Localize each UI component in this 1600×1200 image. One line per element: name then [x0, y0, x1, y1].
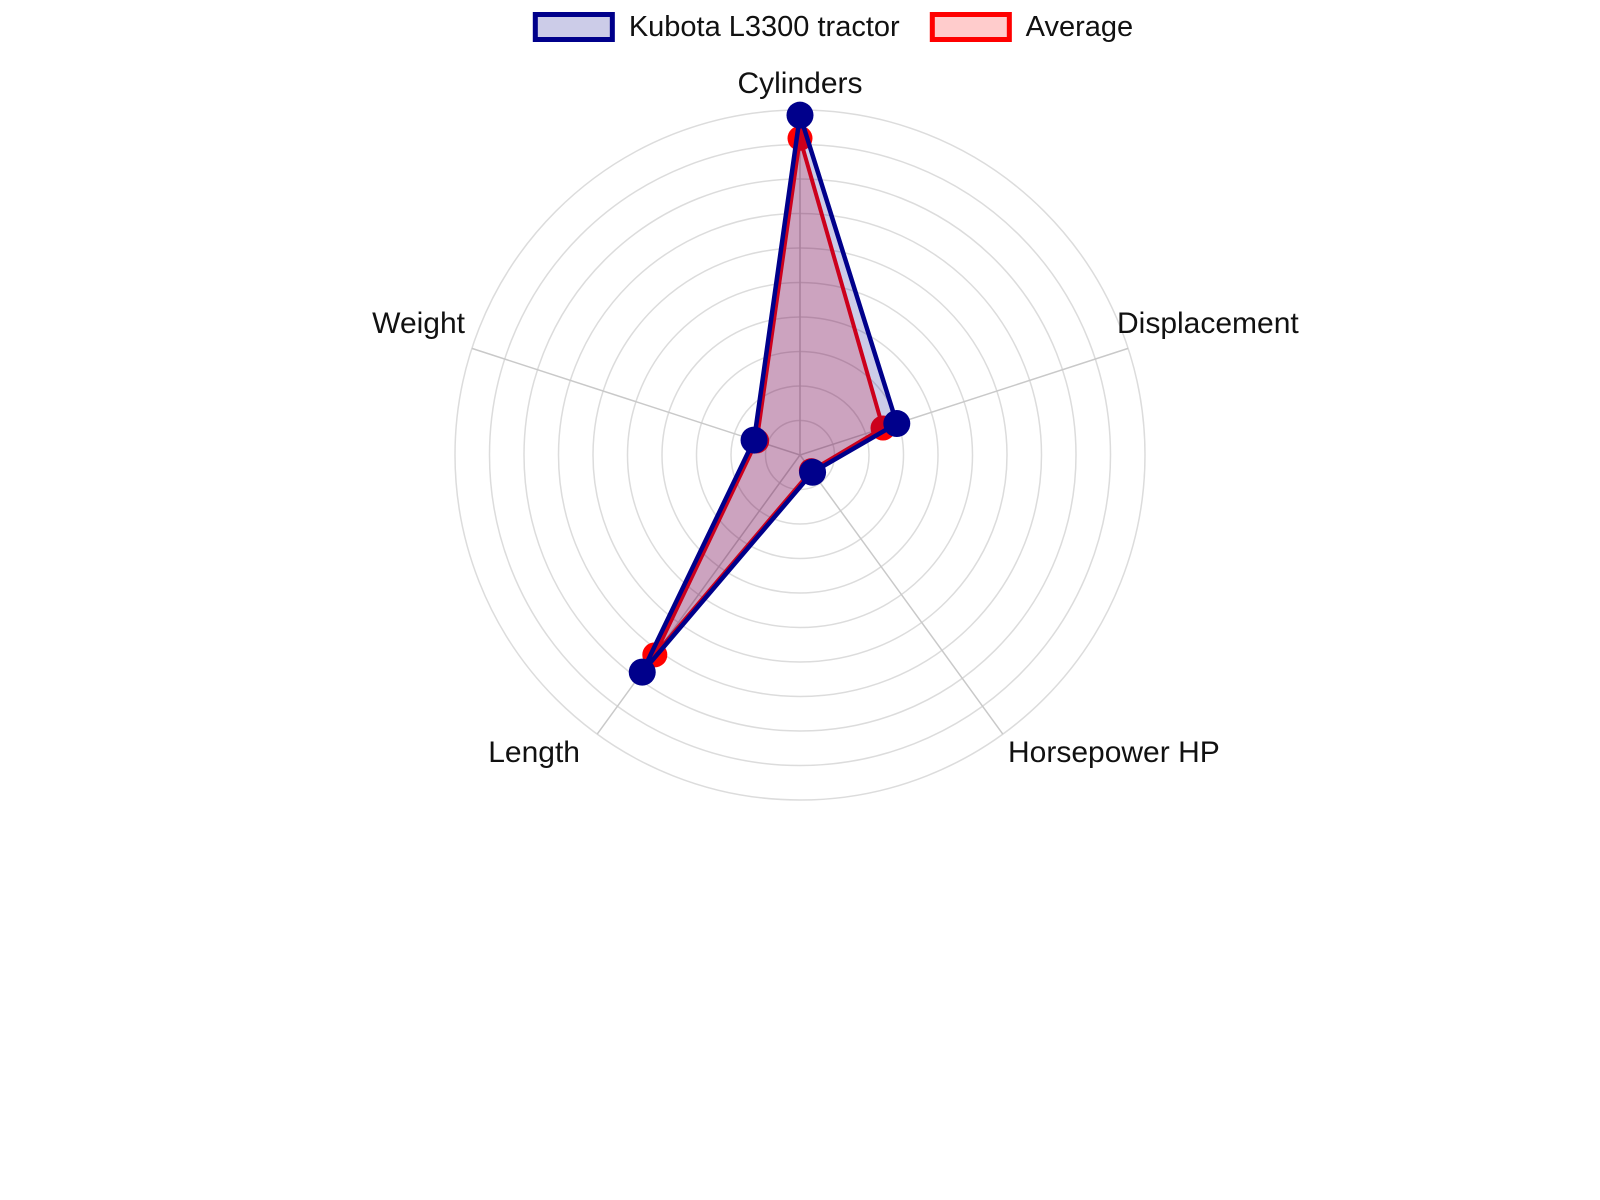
- axis-label-length: Length: [488, 736, 580, 769]
- axis-spoke: [799, 454, 1004, 735]
- average-legend-swatch-icon: [929, 12, 1012, 42]
- kubota-legend-label: Kubota L3300 tractor: [628, 10, 900, 43]
- axis-label-weight: Weight: [372, 307, 465, 340]
- axis-label-displacement: Displacement: [1117, 307, 1299, 340]
- kubota-data-point-marker: [628, 658, 656, 686]
- kubota-data-point-marker: [740, 426, 768, 454]
- kubota-data-point-marker: [883, 410, 911, 438]
- axis-spoke: [799, 347, 1129, 456]
- axis-labels: Cylinders Displacement Horsepower HP Len…: [372, 67, 1299, 769]
- legend: Kubota L3300 tractor Average: [532, 10, 1134, 43]
- kubota-series-polygon: [639, 112, 900, 675]
- radar-series: [628, 101, 911, 686]
- average-legend-label: Average: [1025, 10, 1134, 43]
- axis-label-horsepower: Horsepower HP: [1008, 736, 1220, 769]
- legend-item-kubota: Kubota L3300 tractor: [532, 10, 900, 43]
- kubota-data-point-marker: [786, 101, 814, 129]
- axis-label-cylinders: Cylinders: [737, 67, 862, 100]
- axis-spoke: [596, 454, 801, 735]
- kubota-data-point-marker: [799, 458, 827, 486]
- kubota-legend-swatch-icon: [532, 12, 615, 42]
- legend-item-average: Average: [929, 10, 1134, 43]
